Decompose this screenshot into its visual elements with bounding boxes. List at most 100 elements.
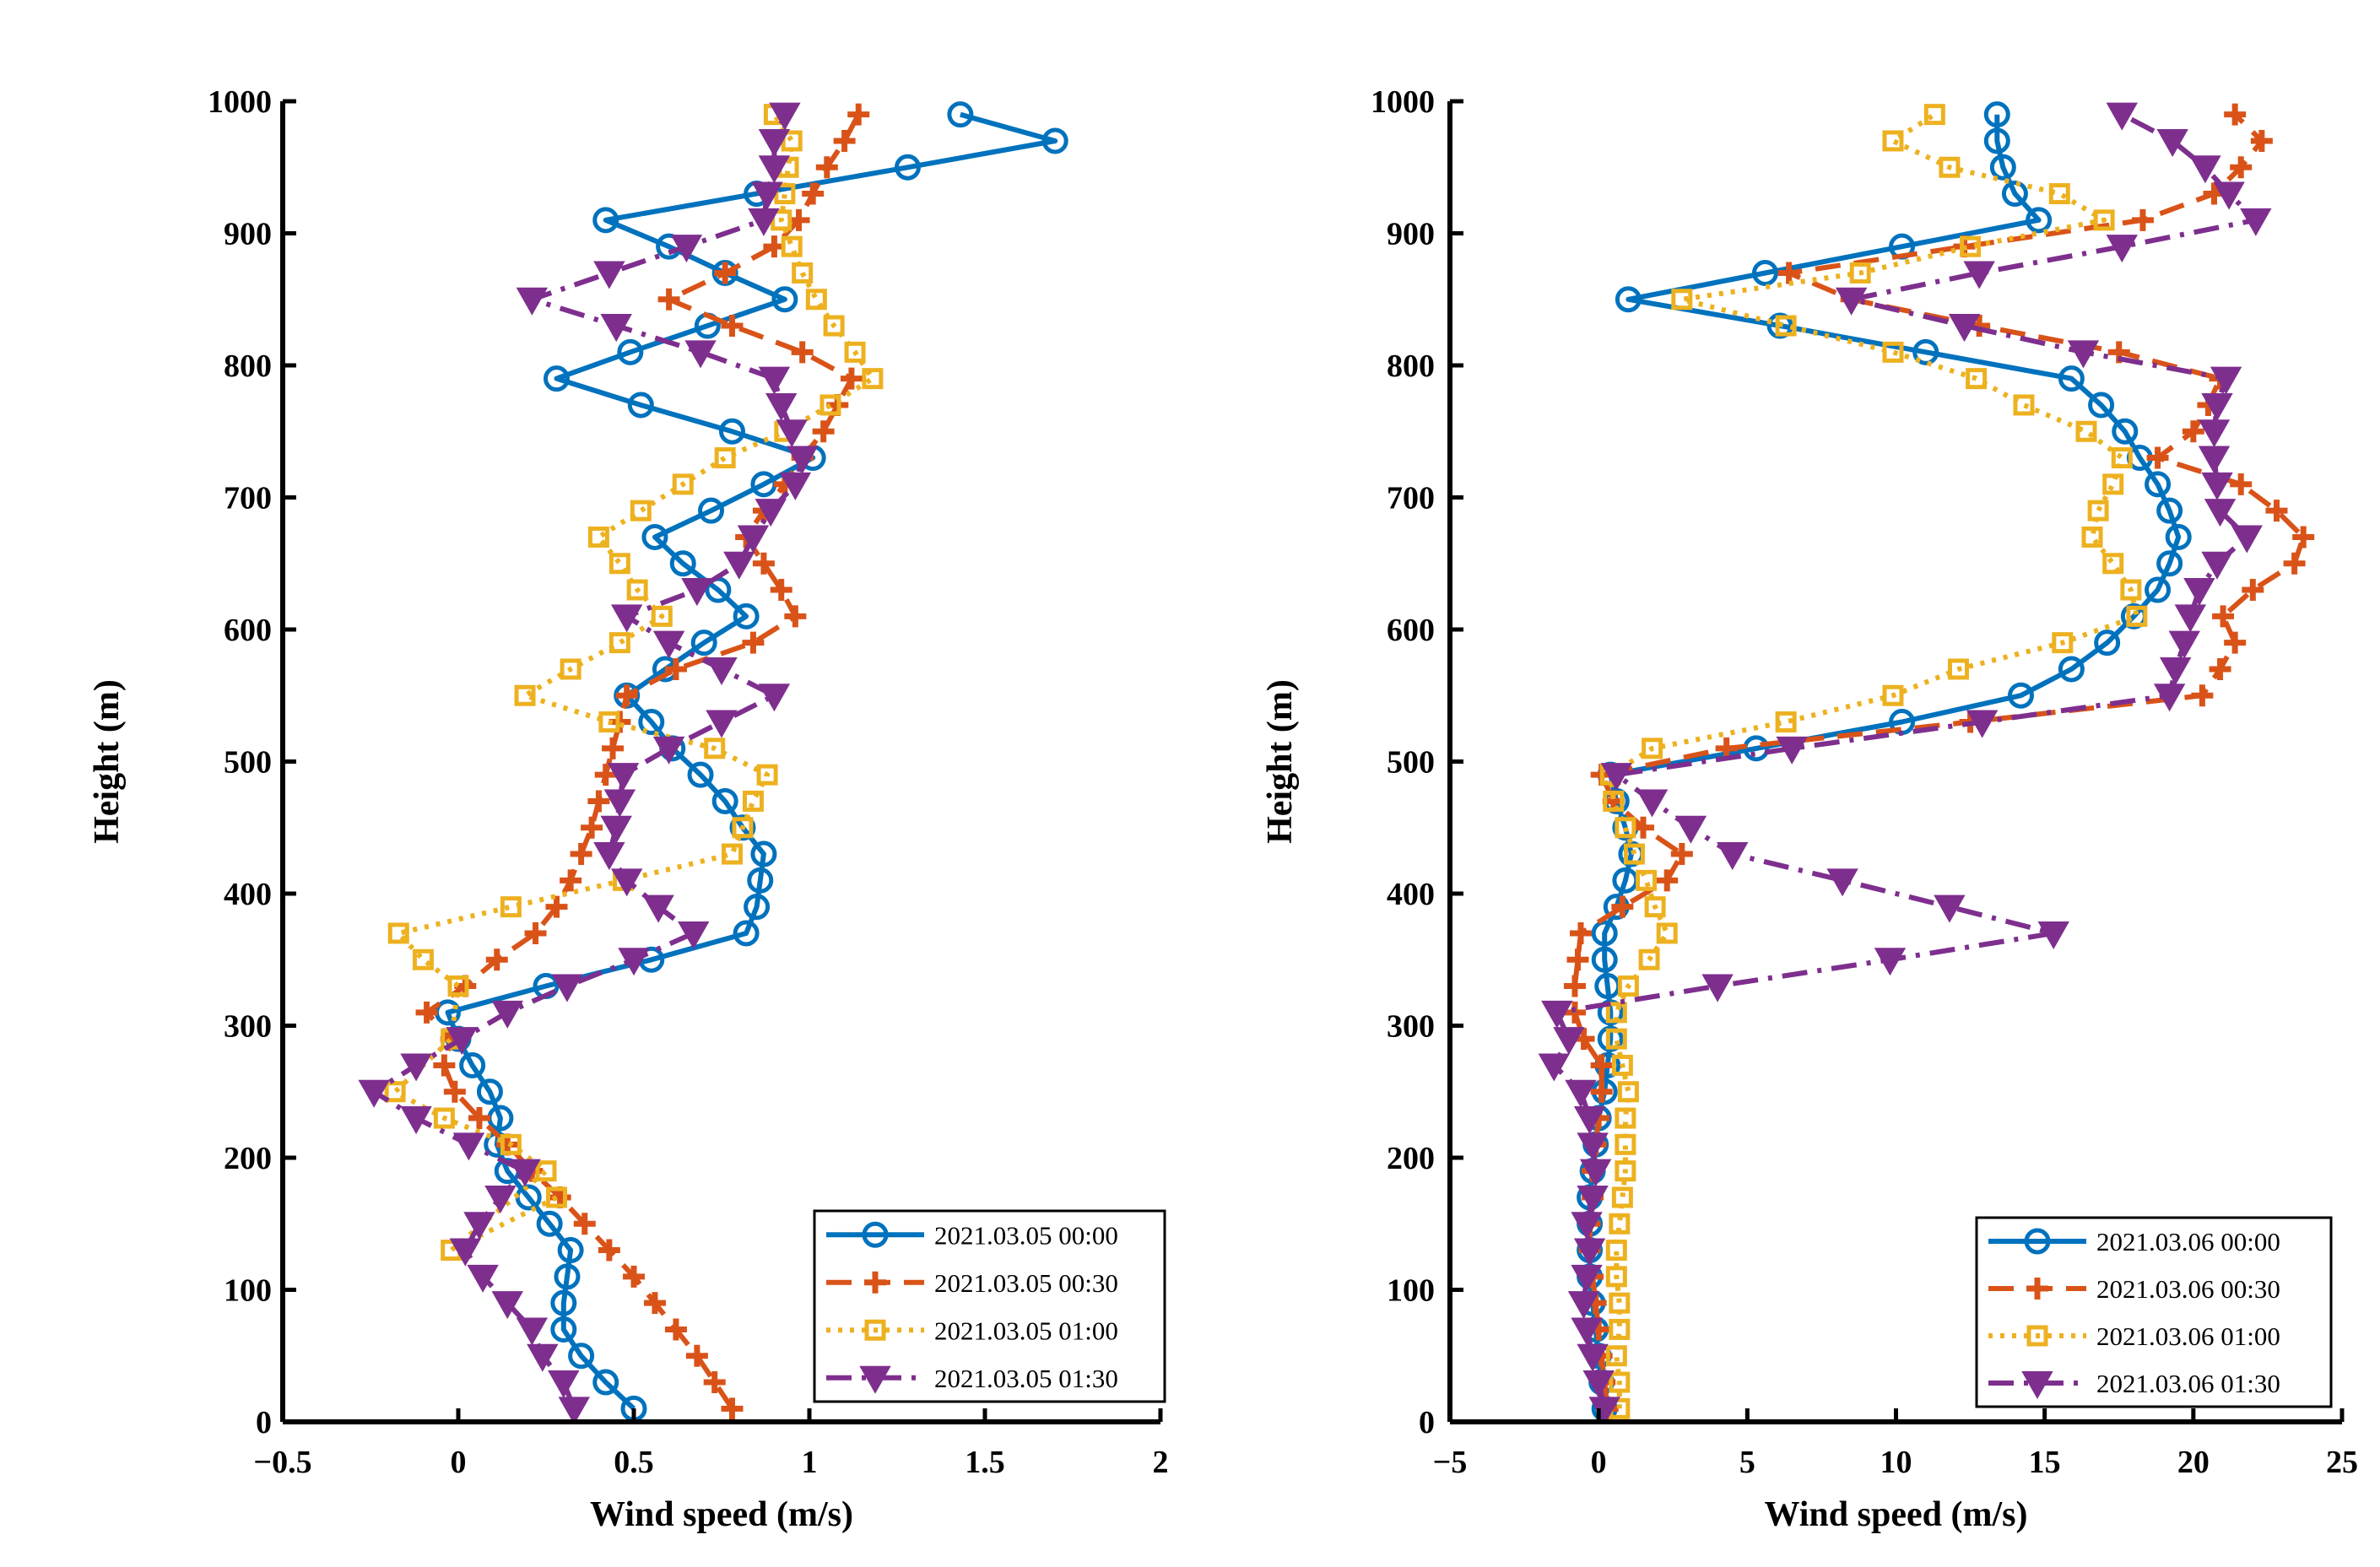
data-point <box>551 974 583 1002</box>
data-point <box>812 420 835 443</box>
data-point <box>600 815 632 844</box>
data-point <box>358 1079 390 1108</box>
legend-label: 2021.03.05 01:30 <box>934 1364 1118 1393</box>
data-point <box>672 473 694 495</box>
y-tick-label: 400 <box>1387 877 1435 912</box>
data-point <box>1041 127 1068 154</box>
data-point <box>685 1344 708 1367</box>
data-point <box>1609 1371 1631 1393</box>
legend-marker <box>2024 1228 2051 1255</box>
data-point <box>1717 842 1749 871</box>
legend-label: 2021.03.05 00:00 <box>934 1220 1118 1250</box>
data-point <box>2189 155 2221 184</box>
data-point <box>1671 289 1693 311</box>
data-point <box>750 840 777 867</box>
data-point <box>412 948 434 970</box>
data-point <box>2198 446 2231 474</box>
data-point <box>723 551 755 580</box>
data-point <box>1611 1186 1633 1208</box>
data-point <box>802 182 825 205</box>
data-point <box>2240 208 2272 236</box>
data-point <box>415 1001 438 1024</box>
data-point <box>1567 1291 1600 1320</box>
data-point <box>615 684 638 707</box>
data-point <box>554 1263 581 1290</box>
data-point <box>805 289 827 311</box>
x-tick-label: 0.5 <box>614 1445 654 1480</box>
data-point <box>758 128 791 157</box>
data-point <box>894 154 921 181</box>
data-point <box>2153 684 2186 712</box>
data-point <box>1638 948 1660 970</box>
data-point <box>1656 869 1679 892</box>
data-point <box>485 948 508 971</box>
data-point <box>2001 181 2028 208</box>
data-point <box>721 1397 744 1420</box>
data-point <box>698 497 725 524</box>
data-point <box>733 920 760 947</box>
data-point <box>1553 1027 1585 1056</box>
data-point <box>1590 1080 1613 1103</box>
data-point <box>2265 500 2288 522</box>
data-point <box>463 1212 495 1240</box>
data-point <box>2067 340 2100 369</box>
data-point <box>1623 843 1645 865</box>
data-point <box>2183 578 2215 607</box>
series-4 <box>1538 102 2272 1425</box>
data-point <box>1615 1107 1636 1129</box>
data-point <box>467 1264 499 1293</box>
data-point <box>652 630 685 659</box>
data-point <box>2168 630 2200 659</box>
data-point <box>509 1159 541 1187</box>
data-point <box>642 894 674 923</box>
data-point <box>581 816 603 839</box>
data-point <box>557 1237 584 1264</box>
y-axis-label: Height (m) <box>1261 679 1300 844</box>
data-point <box>1603 790 1625 812</box>
data-point <box>600 314 632 343</box>
data-point <box>1615 1133 1636 1155</box>
data-point <box>1912 338 1939 365</box>
data-point <box>714 262 737 284</box>
data-point <box>2231 525 2263 554</box>
x-tick-label: 25 <box>2326 1445 2358 1480</box>
data-point <box>598 711 620 733</box>
data-point <box>742 790 764 812</box>
data-point <box>1611 895 1634 918</box>
data-point <box>638 709 665 736</box>
data-point <box>791 341 814 364</box>
data-point <box>2102 473 2124 495</box>
data-point <box>617 338 644 365</box>
legend-marker <box>859 1365 891 1394</box>
data-point <box>609 553 630 575</box>
data-point <box>602 737 625 759</box>
series-line <box>445 111 1058 1411</box>
y-tick-label: 400 <box>224 877 272 912</box>
data-point <box>721 315 744 338</box>
data-point <box>1983 101 2010 128</box>
data-point <box>2102 553 2124 575</box>
data-point <box>2146 446 2169 469</box>
data-point <box>2182 420 2204 443</box>
data-point <box>1565 1079 1597 1108</box>
data-point <box>1571 1264 1603 1293</box>
x-tick-label: 0 <box>451 1445 467 1480</box>
data-point <box>1605 1002 1627 1024</box>
data-point <box>758 684 791 712</box>
x-tick-label: 15 <box>2029 1445 2061 1480</box>
data-point <box>769 102 801 131</box>
y-tick-label: 0 <box>1419 1405 1435 1440</box>
data-point <box>514 684 536 706</box>
data-point <box>779 472 812 500</box>
data-point <box>592 1369 619 1396</box>
x-tick-label: 0 <box>1591 1445 1607 1480</box>
data-point <box>2174 604 2207 633</box>
data-point <box>1577 1343 1609 1372</box>
y-axis-label: Height (m) <box>88 679 127 844</box>
data-point <box>669 550 696 577</box>
data-point <box>823 315 845 337</box>
data-point <box>1636 869 1658 891</box>
data-point <box>833 129 856 152</box>
data-point <box>1579 1159 1612 1187</box>
data-point <box>630 500 652 521</box>
